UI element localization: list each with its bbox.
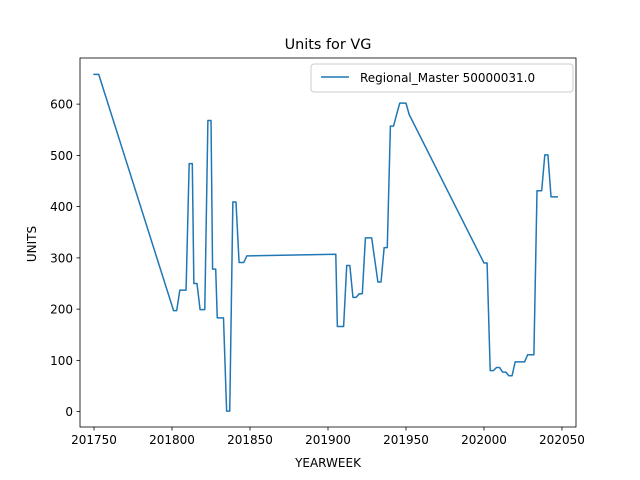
- y-tick-label: 300: [50, 251, 73, 265]
- y-axis-label: UNITS: [25, 226, 39, 262]
- legend: Regional_Master 50000031.0: [310, 63, 574, 93]
- x-axis-label: YEARWEEK: [294, 456, 362, 470]
- y-tick-label: 400: [50, 200, 73, 214]
- x-tick-label: 201800: [149, 433, 195, 447]
- x-tick-label: 201950: [383, 433, 429, 447]
- y-tick-label: 200: [50, 303, 73, 317]
- x-tick-label: 202050: [539, 433, 585, 447]
- y-tick-label: 0: [65, 405, 73, 419]
- x-tick-label: 201750: [71, 433, 117, 447]
- chart-title: Units for VG: [285, 37, 372, 53]
- x-axis: 201750 201800 201850 201900 201950 202000 2020…: [71, 427, 585, 447]
- legend-box: [310, 63, 574, 93]
- x-tick-label: 201850: [227, 433, 273, 447]
- plot-frame: [79, 57, 577, 428]
- plot-area: [93, 73, 559, 412]
- y-tick-label: 500: [50, 149, 73, 163]
- y-tick-label: 100: [50, 354, 73, 368]
- series-line-0: [93, 73, 559, 412]
- x-tick-label: 201900: [305, 433, 351, 447]
- x-tick-label: 202000: [461, 433, 507, 447]
- y-tick-label: 600: [50, 98, 73, 112]
- legend-label: Regional_Master 50000031.0: [360, 71, 535, 85]
- y-axis: 0 100 200 300 400 500 600: [50, 98, 80, 419]
